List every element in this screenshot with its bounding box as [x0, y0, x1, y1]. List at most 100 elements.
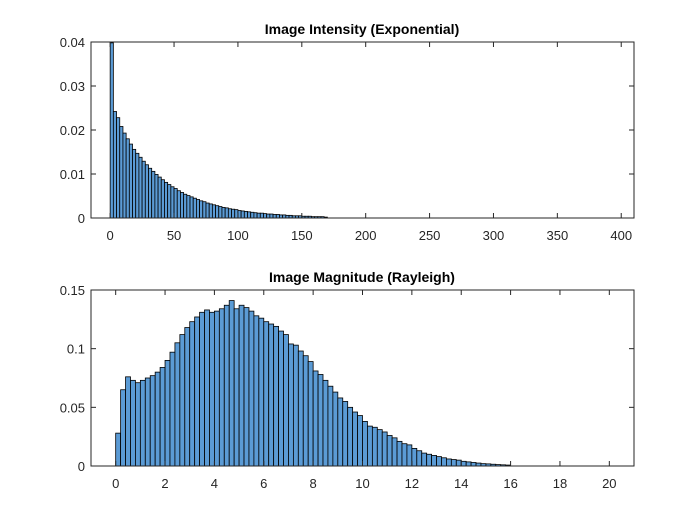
x-tick-label: 150 — [291, 228, 313, 243]
histogram-bar — [211, 204, 216, 219]
histogram-bar — [125, 138, 130, 219]
histogram-bar — [342, 401, 349, 467]
histogram-bar — [196, 199, 201, 219]
histogram-bar — [332, 391, 339, 467]
histogram-bar — [139, 379, 146, 467]
histogram-bar — [275, 214, 280, 219]
histogram-bar — [317, 374, 324, 467]
x-tick-label: 0 — [112, 476, 119, 491]
histogram-bar — [266, 213, 271, 219]
histogram-bar — [465, 461, 472, 467]
histogram-bar — [406, 444, 413, 467]
subplot-intensity: Image Intensity (Exponential) 0 50 100 150 2… — [60, 21, 635, 243]
histogram-bar — [243, 210, 248, 219]
x-tick-label: 16 — [503, 476, 517, 491]
histogram-bar — [223, 304, 230, 467]
histogram-bar — [231, 208, 236, 219]
histogram-bar — [436, 456, 442, 467]
histogram-bar — [135, 382, 141, 467]
histogram-bar — [218, 308, 225, 467]
histogram-bar — [470, 462, 477, 467]
histogram-bar — [455, 459, 462, 467]
histogram-bar — [357, 415, 363, 467]
histogram-bar — [186, 195, 191, 219]
histogram-bar — [199, 311, 205, 467]
histogram-bar — [208, 203, 213, 219]
histogram-bar — [302, 355, 309, 467]
histogram-bar — [202, 201, 207, 219]
histogram-bar — [125, 376, 131, 467]
histogram-bar — [386, 435, 393, 467]
y-tick-label: 0.01 — [60, 167, 85, 182]
histogram-bar — [272, 214, 277, 219]
axis-ticks: 0 2 4 6 8 10 12 14 16 18 20 0 0.05 0.1 0.15 — [60, 283, 634, 491]
histogram-bar — [199, 200, 204, 219]
x-tick-label: 12 — [405, 476, 419, 491]
x-tick-label: 100 — [227, 228, 249, 243]
histogram-bar — [238, 304, 245, 467]
histogram-bar — [421, 452, 428, 467]
histogram-bar — [130, 379, 136, 467]
x-tick-label: 6 — [260, 476, 267, 491]
histogram-bar — [132, 148, 137, 219]
histogram-bar — [337, 397, 344, 467]
axis-ticks: 0 50 100 150 200 250 300 350 400 0 0.01 0.02 0.03 0.0… — [60, 35, 634, 243]
histogram-bar — [205, 202, 210, 219]
histogram-bar — [116, 117, 121, 219]
y-tick-label: 0.1 — [67, 342, 85, 357]
x-tick-label: 8 — [310, 476, 317, 491]
histogram-bar — [224, 207, 229, 219]
histogram-bar — [160, 179, 165, 219]
histogram-bar — [240, 210, 245, 219]
histogram-bar — [253, 212, 258, 219]
histogram-bar — [149, 375, 156, 467]
histogram-bar — [109, 42, 114, 219]
histogram-bar — [189, 321, 196, 467]
histogram-bar — [144, 164, 149, 219]
histogram-bar — [135, 152, 140, 219]
histogram-bar — [312, 370, 319, 467]
histogram-bar — [209, 311, 215, 467]
x-tick-label: 0 — [107, 228, 114, 243]
histogram-bar — [460, 460, 467, 467]
histogram-bar — [292, 344, 299, 467]
histogram-bar — [446, 458, 452, 467]
histogram-bar — [122, 132, 127, 219]
x-tick-label: 350 — [546, 228, 568, 243]
histogram-bar — [288, 343, 294, 467]
subplot-magnitude: Image Magnitude (Rayleigh) 0 2 4 6 8 10 12 14 16… — [60, 269, 635, 491]
histogram-bar — [381, 431, 388, 467]
histogram-bar — [362, 421, 368, 467]
histogram-bar — [151, 170, 156, 219]
x-tick-label: 10 — [355, 476, 369, 491]
histogram-bar — [189, 196, 194, 219]
histogram-bar — [148, 167, 153, 219]
x-tick-label: 50 — [167, 228, 181, 243]
x-tick-label: 400 — [610, 228, 632, 243]
histogram-bar — [138, 156, 143, 219]
histogram-bar — [278, 330, 284, 467]
histogram-bar — [391, 437, 398, 467]
histogram-bar — [184, 327, 191, 467]
histogram-bar — [228, 300, 235, 467]
histogram-bar — [119, 126, 124, 219]
histogram-bar — [169, 351, 176, 467]
histogram-bar — [174, 342, 181, 467]
histogram-bar — [218, 206, 223, 219]
histogram-bar — [426, 453, 433, 467]
chart-title: Image Magnitude (Rayleigh) — [269, 269, 455, 285]
histogram-bar — [183, 193, 188, 219]
histogram-bar — [352, 411, 358, 467]
histogram-bar — [273, 325, 279, 467]
histogram-bar — [247, 211, 252, 219]
histogram-bar — [297, 350, 304, 467]
histogram-bar — [214, 310, 220, 467]
histogram-bar — [396, 440, 403, 467]
histogram-bar — [176, 190, 181, 219]
histogram-bar — [263, 213, 268, 219]
x-tick-label: 250 — [419, 228, 441, 243]
histogram-bar — [250, 211, 255, 219]
histogram-bar — [258, 317, 265, 467]
x-tick-label: 4 — [211, 476, 218, 491]
